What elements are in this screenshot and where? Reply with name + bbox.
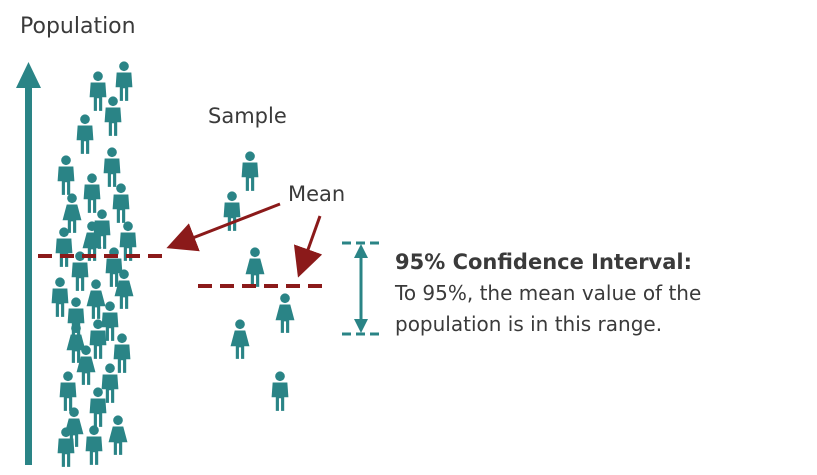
woman-icon bbox=[275, 293, 295, 333]
confidence-interval-title: 95% Confidence Interval: bbox=[395, 250, 693, 274]
person-icon bbox=[101, 363, 119, 403]
person-icon bbox=[271, 371, 289, 411]
confidence-interval-text: 95% Confidence Interval: To 95%, the mea… bbox=[395, 247, 701, 340]
person-icon bbox=[104, 96, 122, 136]
confidence-interval-bracket bbox=[342, 241, 380, 336]
woman-icon bbox=[62, 193, 82, 233]
person-icon bbox=[113, 333, 131, 373]
person-icon bbox=[112, 183, 130, 223]
sample-figures bbox=[223, 151, 295, 411]
person-icon bbox=[55, 227, 73, 267]
person-icon bbox=[103, 147, 121, 187]
woman-icon bbox=[86, 279, 106, 319]
woman-icon bbox=[108, 415, 128, 455]
population-crowd bbox=[51, 61, 137, 467]
person-icon bbox=[241, 151, 259, 191]
confidence-interval-description-line2: population is in this range. bbox=[395, 312, 663, 336]
person-icon bbox=[51, 277, 69, 317]
person-icon bbox=[89, 387, 107, 427]
sample-label: Sample bbox=[208, 104, 287, 128]
woman-icon bbox=[230, 319, 250, 359]
mean-pointer-arrow-population bbox=[166, 202, 281, 252]
population-axis-arrow bbox=[16, 62, 41, 465]
person-icon bbox=[59, 371, 77, 411]
confidence-interval-description-line1: To 95%, the mean value of the bbox=[395, 281, 702, 305]
population-label: Population bbox=[20, 14, 136, 39]
person-icon bbox=[89, 71, 107, 111]
person-icon bbox=[115, 61, 133, 101]
person-icon bbox=[57, 155, 75, 195]
mean-label: Mean bbox=[288, 182, 346, 206]
woman-icon bbox=[245, 247, 265, 287]
person-icon bbox=[83, 173, 101, 213]
person-icon bbox=[85, 425, 103, 465]
person-icon bbox=[76, 114, 94, 154]
mean-pointer-arrow-sample bbox=[293, 215, 323, 278]
